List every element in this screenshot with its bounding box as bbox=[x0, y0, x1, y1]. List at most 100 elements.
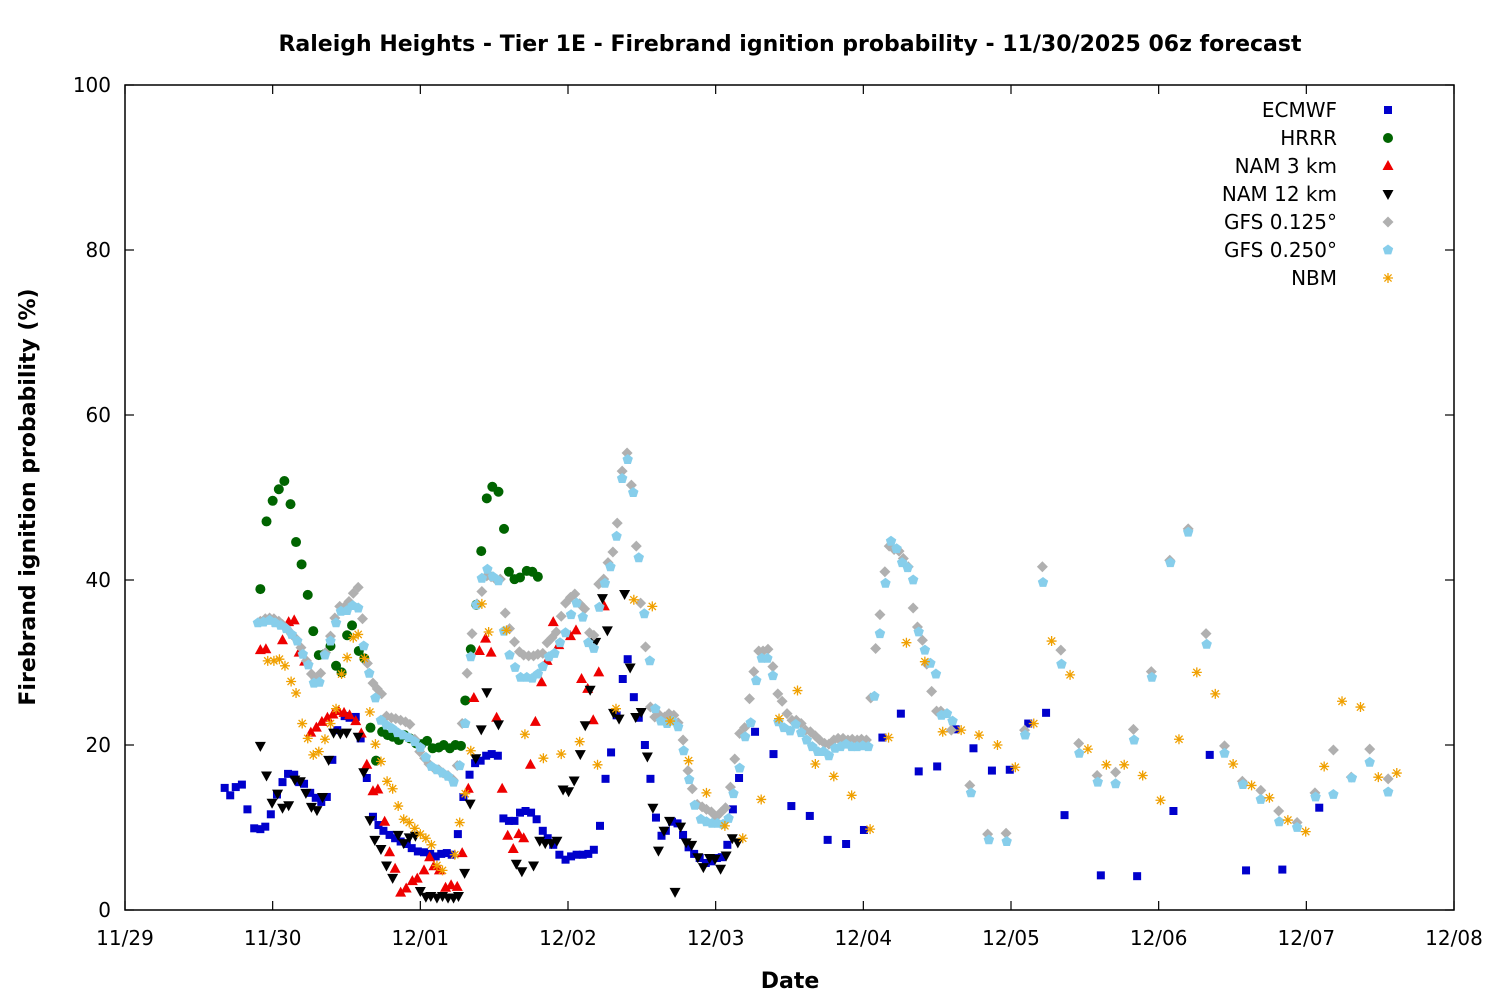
data-point bbox=[267, 495, 278, 506]
data-point bbox=[863, 741, 874, 752]
data-point bbox=[550, 626, 562, 638]
data-point bbox=[679, 830, 688, 839]
data-point bbox=[560, 627, 571, 638]
data-point bbox=[503, 566, 514, 577]
data-point bbox=[317, 797, 326, 806]
data-point bbox=[801, 734, 812, 745]
legend-label: NAM 3 km bbox=[1235, 154, 1337, 178]
x-tick-label: 12/06 bbox=[1130, 926, 1188, 950]
data-point bbox=[508, 636, 520, 648]
data-point bbox=[1310, 791, 1321, 802]
data-point bbox=[300, 788, 312, 799]
data-point bbox=[261, 822, 270, 831]
data-point bbox=[555, 610, 567, 622]
data-point bbox=[391, 834, 400, 843]
data-point bbox=[322, 792, 331, 801]
data-point bbox=[577, 611, 588, 622]
data-point bbox=[473, 644, 485, 655]
data-point bbox=[650, 703, 661, 714]
data-point bbox=[1128, 734, 1140, 745]
x-tick-label: 12/01 bbox=[392, 926, 450, 950]
data-point bbox=[762, 652, 773, 663]
data-point bbox=[570, 624, 582, 635]
data-point bbox=[291, 537, 302, 548]
data-point bbox=[1173, 734, 1184, 745]
data-point bbox=[684, 843, 693, 852]
data-point bbox=[1073, 737, 1085, 749]
data-point bbox=[300, 779, 309, 788]
data-point bbox=[459, 792, 468, 801]
data-point bbox=[588, 643, 600, 653]
data-point bbox=[277, 803, 289, 814]
data-point bbox=[509, 662, 521, 672]
x-tick-label: 12/07 bbox=[1278, 926, 1336, 950]
data-point bbox=[519, 729, 530, 740]
data-point bbox=[254, 741, 266, 752]
data-point bbox=[720, 802, 732, 814]
data-point bbox=[476, 586, 488, 598]
data-point bbox=[1328, 789, 1339, 799]
data-point bbox=[403, 833, 415, 844]
data-point bbox=[387, 873, 399, 884]
data-point bbox=[538, 826, 547, 835]
data-point bbox=[315, 667, 327, 679]
data-point bbox=[545, 839, 557, 850]
data-point bbox=[250, 824, 259, 833]
legend-label: ECMWF bbox=[1262, 98, 1337, 122]
data-point bbox=[375, 756, 386, 767]
data-point bbox=[556, 749, 567, 760]
data-point bbox=[515, 572, 526, 583]
data-point bbox=[744, 693, 756, 705]
data-point bbox=[640, 641, 652, 653]
data-point bbox=[314, 676, 325, 687]
series-gfs-0-125- bbox=[254, 447, 1394, 840]
data-point bbox=[983, 834, 995, 845]
data-point bbox=[682, 765, 694, 777]
data-point bbox=[593, 666, 605, 677]
data-point bbox=[499, 814, 508, 823]
data-point bbox=[266, 810, 275, 819]
data-point bbox=[729, 753, 741, 765]
data-point bbox=[974, 730, 985, 741]
data-point bbox=[1364, 756, 1375, 767]
data-point bbox=[358, 640, 369, 651]
data-point bbox=[992, 740, 1003, 750]
data-point bbox=[279, 476, 290, 486]
data-point bbox=[564, 630, 576, 641]
data-point bbox=[284, 769, 293, 778]
data-point bbox=[294, 777, 306, 788]
data-point bbox=[485, 646, 497, 657]
data-point bbox=[657, 831, 666, 840]
data-point bbox=[483, 626, 494, 637]
data-point bbox=[418, 864, 430, 875]
y-tick-label: 100 bbox=[73, 73, 111, 97]
data-point bbox=[1327, 744, 1339, 756]
data-point bbox=[344, 709, 356, 720]
data-point bbox=[480, 632, 492, 643]
data-point bbox=[465, 745, 476, 756]
data-point bbox=[678, 745, 689, 756]
data-point bbox=[1119, 759, 1130, 770]
legend-marker bbox=[1382, 216, 1394, 228]
data-point bbox=[317, 792, 329, 803]
data-point bbox=[268, 655, 279, 666]
data-point bbox=[466, 628, 478, 640]
data-point bbox=[1010, 762, 1021, 773]
data-point bbox=[619, 590, 631, 601]
data-point bbox=[347, 620, 358, 631]
data-point bbox=[407, 844, 416, 853]
data-point bbox=[331, 660, 342, 671]
data-point bbox=[937, 726, 948, 737]
data-point bbox=[578, 850, 587, 859]
data-point bbox=[675, 822, 687, 833]
data-point bbox=[1060, 811, 1069, 820]
data-point bbox=[913, 626, 924, 637]
data-point bbox=[719, 820, 730, 831]
data-point bbox=[532, 815, 541, 824]
data-point bbox=[350, 715, 362, 726]
data-point bbox=[437, 865, 448, 876]
data-point bbox=[622, 454, 633, 464]
data-point bbox=[431, 860, 442, 871]
data-point bbox=[607, 748, 616, 757]
data-point bbox=[389, 862, 401, 873]
